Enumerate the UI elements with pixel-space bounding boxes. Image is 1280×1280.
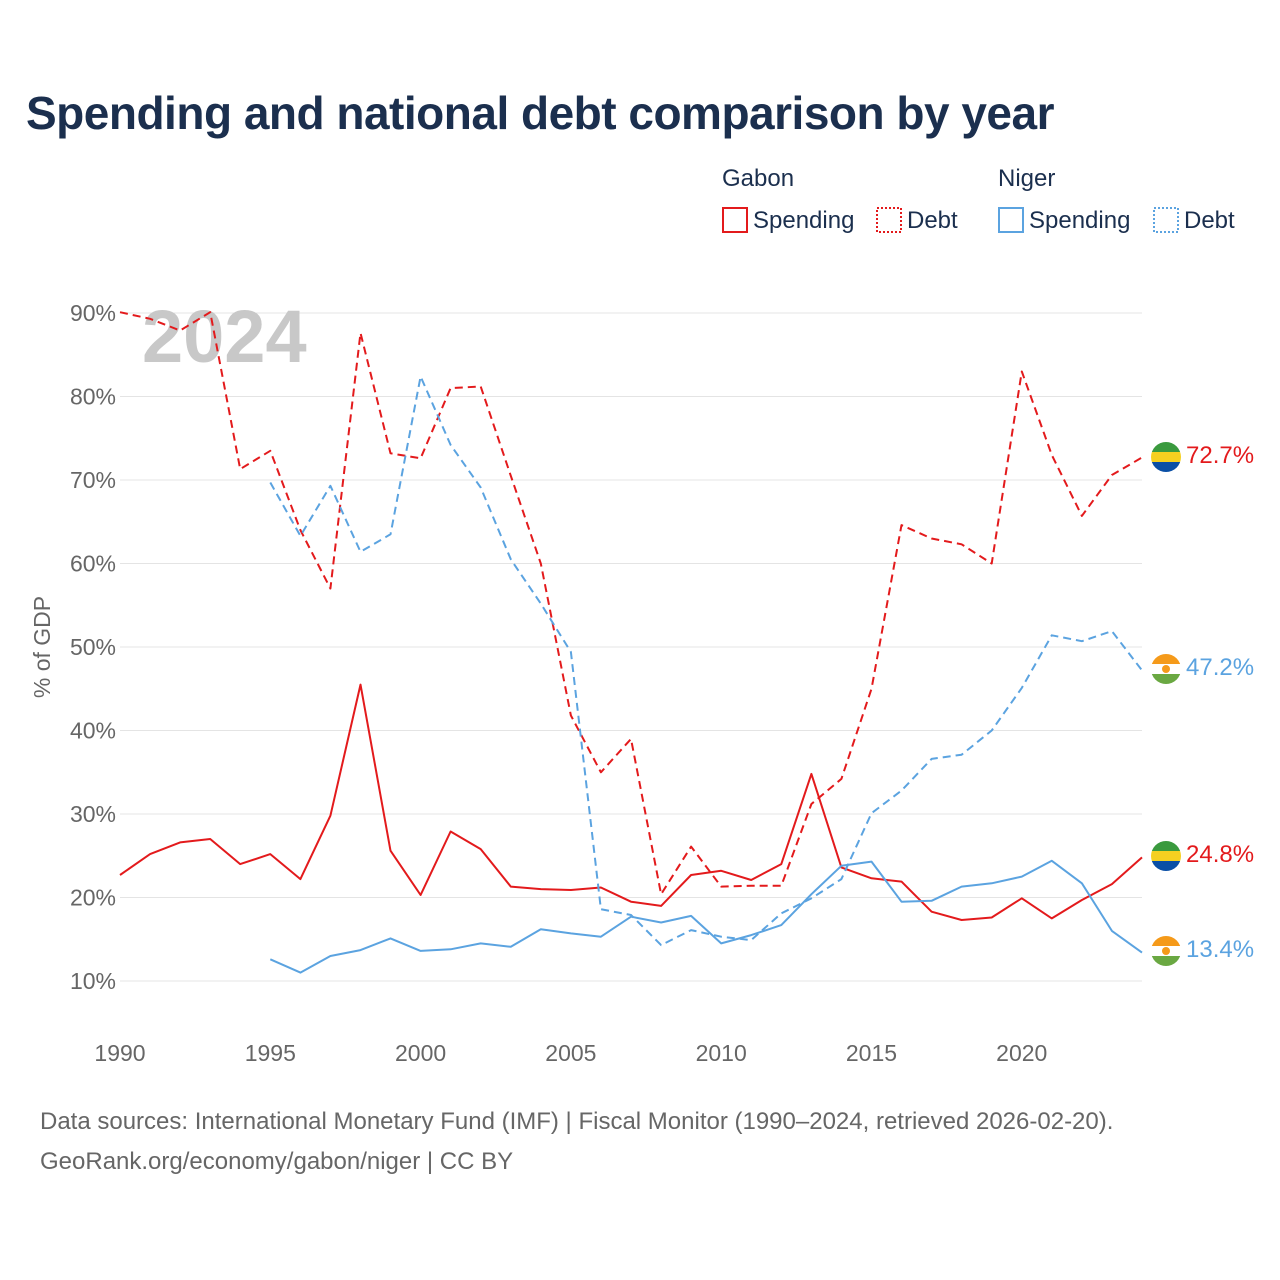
x-tick-label: 2010	[696, 1040, 747, 1066]
end-label-niger-spending: 13.4%	[1186, 936, 1254, 963]
legend-label-niger-debt[interactable]: Debt	[1184, 207, 1235, 234]
legend-swatch-gabon-spending[interactable]	[722, 207, 748, 233]
niger-flag-icon	[1151, 654, 1181, 684]
legend-country-gabon: Gabon	[722, 165, 794, 192]
x-tick-label: 2000	[395, 1040, 446, 1066]
end-label-niger-debt: 47.2%	[1186, 654, 1254, 681]
y-tick-label: 90%	[70, 300, 116, 326]
gridlines	[120, 312, 1142, 982]
y-tick-label: 40%	[70, 718, 116, 744]
y-tick-label: 10%	[70, 968, 116, 994]
credit-link[interactable]: GeoRank.org/economy/gabon/niger | CC BY	[40, 1148, 514, 1175]
x-tick-label: 2020	[996, 1040, 1047, 1066]
legend-swatch-niger-debt[interactable]	[1153, 207, 1179, 233]
x-tick-label: 2015	[846, 1040, 897, 1066]
x-axis-ticks: 1990 1995 2000 2005 2010 2015 2020	[94, 1040, 1047, 1066]
series-lines	[119, 311, 1143, 974]
y-axis-ticks: 10% 20% 30% 40% 50% 60% 70% 80% 90%	[70, 300, 116, 994]
y-axis-label: % of GDP	[29, 596, 55, 698]
niger-flag-icon	[1151, 936, 1181, 966]
gabon-flag-icon	[1151, 442, 1181, 472]
y-tick-label: 30%	[70, 801, 116, 827]
end-label-gabon-debt: 72.7%	[1186, 442, 1254, 469]
x-tick-label: 1995	[245, 1040, 296, 1066]
legend-label-gabon-spending[interactable]: Spending	[753, 207, 854, 234]
series-line-niger-spending[interactable]	[269, 859, 1143, 974]
legend-label-niger-spending[interactable]: Spending	[1029, 207, 1130, 234]
legend-country-niger: Niger	[998, 165, 1055, 192]
legend-label-gabon-debt[interactable]: Debt	[907, 207, 958, 234]
y-tick-label: 50%	[70, 634, 116, 660]
series-line-gabon-debt[interactable]	[119, 311, 1143, 896]
end-label-gabon-spending: 24.8%	[1186, 841, 1254, 868]
y-tick-label: 60%	[70, 551, 116, 577]
gabon-flag-icon	[1151, 841, 1181, 871]
legend-swatch-gabon-debt[interactable]	[876, 207, 902, 233]
series-line-gabon-spending[interactable]	[119, 683, 1143, 921]
y-tick-label: 70%	[70, 467, 116, 493]
x-tick-label: 2005	[545, 1040, 596, 1066]
legend: Gabon Spending Debt Niger Spending Debt	[722, 165, 1235, 234]
y-tick-label: 20%	[70, 885, 116, 911]
data-source-note: Data sources: International Monetary Fun…	[40, 1108, 1114, 1135]
y-tick-label: 80%	[70, 384, 116, 410]
series-line-niger-debt[interactable]	[269, 375, 1143, 947]
year-watermark: 2024	[142, 295, 307, 378]
chart-title: Spending and national debt comparison by…	[26, 87, 1055, 139]
x-tick-label: 1990	[94, 1040, 145, 1066]
legend-swatch-niger-spending[interactable]	[998, 207, 1024, 233]
